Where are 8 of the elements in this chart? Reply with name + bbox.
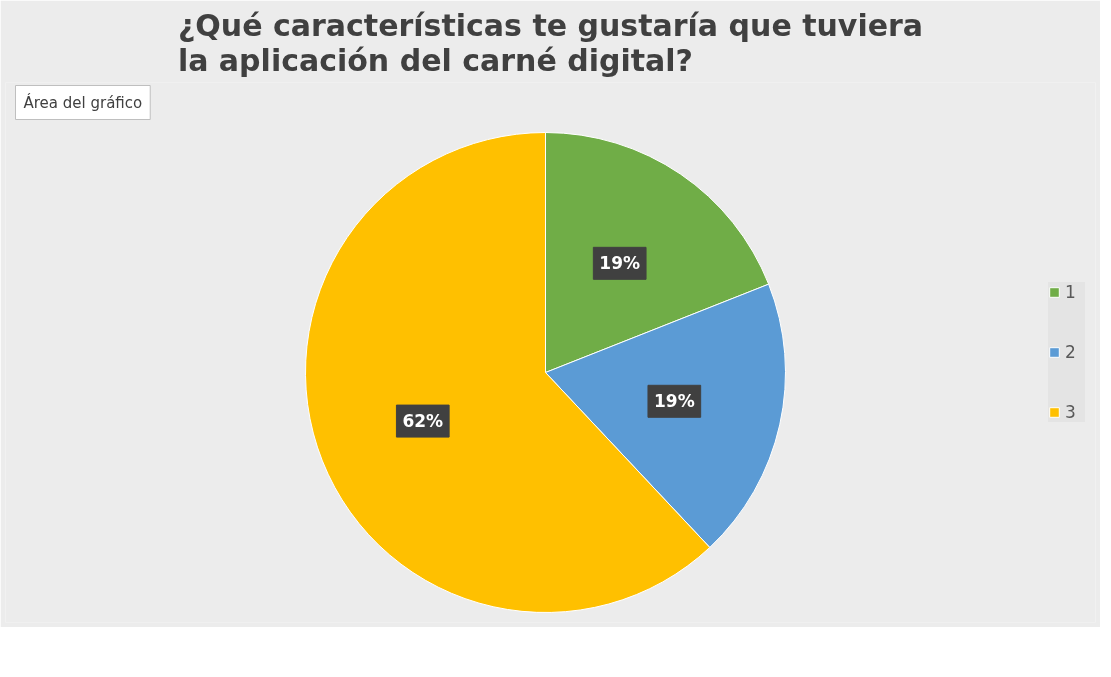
data-label: 19% (653, 391, 695, 412)
text: Área del gráfico (23, 92, 143, 112)
legend-label: 1 (1065, 282, 1077, 302)
data-label: 62% (402, 411, 444, 432)
chart-title: ¿Qué características te gustaría que tuviera la aplicación del carné digital? (177, 7, 924, 78)
legend-label: 3 (1065, 402, 1077, 422)
data-label: 19% (599, 253, 641, 274)
legend-label: 2 (1065, 342, 1077, 362)
